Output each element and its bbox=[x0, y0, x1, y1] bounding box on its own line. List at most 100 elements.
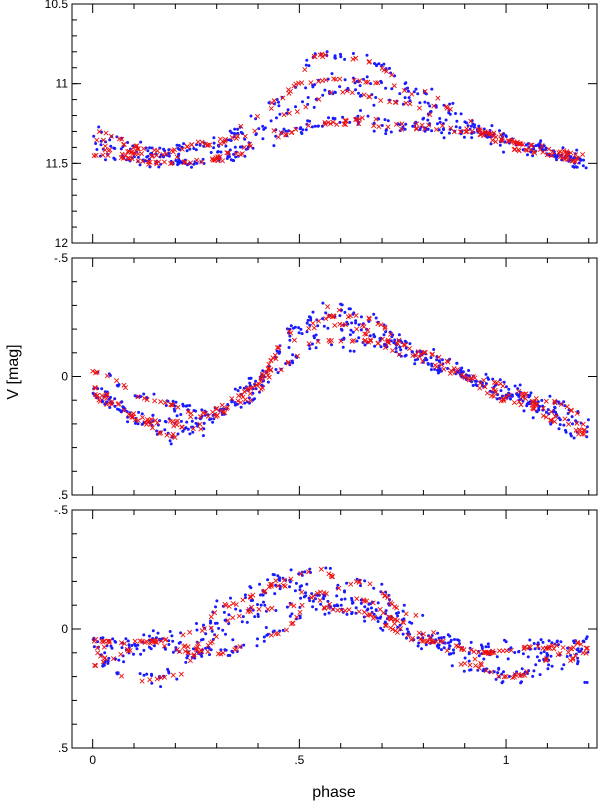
model-point bbox=[388, 616, 394, 622]
observed-point bbox=[151, 629, 155, 633]
observed-point bbox=[426, 118, 430, 122]
observed-point bbox=[126, 420, 130, 424]
observed-point bbox=[504, 135, 508, 138]
model-point bbox=[371, 123, 377, 129]
observed-point bbox=[266, 578, 270, 582]
observed-point bbox=[310, 342, 314, 346]
observed-point bbox=[386, 119, 390, 123]
model-point bbox=[104, 395, 110, 402]
observed-point bbox=[521, 652, 525, 656]
y-tick-label: -.5 bbox=[54, 503, 68, 517]
model-point bbox=[522, 644, 528, 650]
model-point bbox=[299, 602, 305, 608]
model-point bbox=[217, 141, 223, 147]
observed-point bbox=[113, 147, 117, 150]
model-point bbox=[388, 331, 394, 337]
observed-point bbox=[127, 643, 131, 647]
model-point bbox=[222, 136, 229, 142]
model-point bbox=[130, 151, 136, 157]
observed-point bbox=[480, 647, 484, 650]
model-point bbox=[367, 94, 373, 100]
observed-point bbox=[287, 129, 291, 133]
model-point bbox=[168, 161, 174, 167]
model-point bbox=[219, 402, 225, 408]
observed-point bbox=[277, 100, 280, 104]
model-point bbox=[458, 661, 464, 667]
model-point bbox=[441, 366, 447, 372]
model-point bbox=[215, 154, 221, 160]
observed-point bbox=[538, 673, 542, 677]
observed-point bbox=[278, 112, 282, 116]
model-point bbox=[200, 410, 206, 416]
model-point bbox=[283, 132, 289, 138]
observed-point bbox=[438, 120, 442, 124]
model-point bbox=[506, 138, 512, 145]
observed-point bbox=[308, 323, 312, 327]
model-point bbox=[445, 359, 451, 365]
observed-point bbox=[221, 628, 225, 632]
model-point bbox=[383, 623, 389, 629]
observed-point bbox=[319, 602, 323, 606]
observed-point bbox=[500, 394, 504, 398]
model-point bbox=[153, 159, 159, 165]
observed-point bbox=[111, 637, 115, 641]
model-point bbox=[426, 122, 432, 128]
model-point bbox=[366, 59, 372, 65]
observed-point bbox=[339, 52, 342, 56]
model-point bbox=[385, 594, 391, 601]
model-point bbox=[156, 430, 162, 436]
model-point bbox=[269, 581, 275, 587]
data-points bbox=[91, 50, 588, 170]
observed-point bbox=[151, 413, 155, 417]
observed-point bbox=[558, 423, 562, 427]
model-point bbox=[581, 428, 587, 434]
observed-point bbox=[339, 55, 343, 59]
model-point bbox=[147, 677, 153, 683]
observed-point bbox=[256, 637, 259, 641]
observed-point bbox=[350, 611, 354, 614]
model-point bbox=[382, 344, 388, 351]
model-point bbox=[467, 662, 473, 668]
observed-point bbox=[195, 628, 199, 632]
model-point bbox=[119, 151, 125, 157]
observed-point bbox=[574, 165, 578, 169]
model-point bbox=[161, 643, 168, 649]
model-point bbox=[196, 650, 202, 656]
observed-point bbox=[275, 349, 279, 353]
observed-point bbox=[348, 120, 352, 124]
observed-point bbox=[413, 358, 417, 362]
observed-point bbox=[585, 635, 589, 639]
model-point bbox=[416, 105, 423, 111]
model-point bbox=[212, 610, 218, 616]
model-point bbox=[286, 110, 292, 116]
observed-point bbox=[408, 99, 412, 103]
observed-point bbox=[363, 343, 367, 347]
model-point bbox=[323, 316, 329, 322]
model-point bbox=[336, 585, 342, 591]
observed-point bbox=[489, 142, 493, 146]
model-point bbox=[144, 421, 150, 427]
observed-point bbox=[358, 84, 362, 88]
model-point bbox=[397, 626, 404, 632]
observed-point bbox=[451, 101, 455, 105]
observed-point bbox=[566, 646, 570, 650]
observed-point bbox=[564, 428, 567, 432]
observed-point bbox=[403, 354, 407, 358]
model-point bbox=[298, 571, 304, 577]
model-point bbox=[179, 146, 185, 152]
model-point bbox=[92, 662, 98, 668]
model-point bbox=[349, 90, 355, 96]
observed-point bbox=[510, 394, 514, 398]
observed-point bbox=[537, 407, 541, 411]
observed-point bbox=[585, 425, 589, 429]
model-point bbox=[387, 99, 393, 105]
observed-point bbox=[164, 647, 167, 651]
model-point bbox=[105, 152, 111, 158]
observed-point bbox=[347, 307, 351, 311]
model-point bbox=[367, 581, 373, 587]
observed-point bbox=[472, 131, 476, 134]
model-point bbox=[198, 426, 204, 432]
model-point bbox=[94, 393, 100, 399]
model-point bbox=[126, 148, 132, 154]
model-point bbox=[296, 80, 302, 86]
